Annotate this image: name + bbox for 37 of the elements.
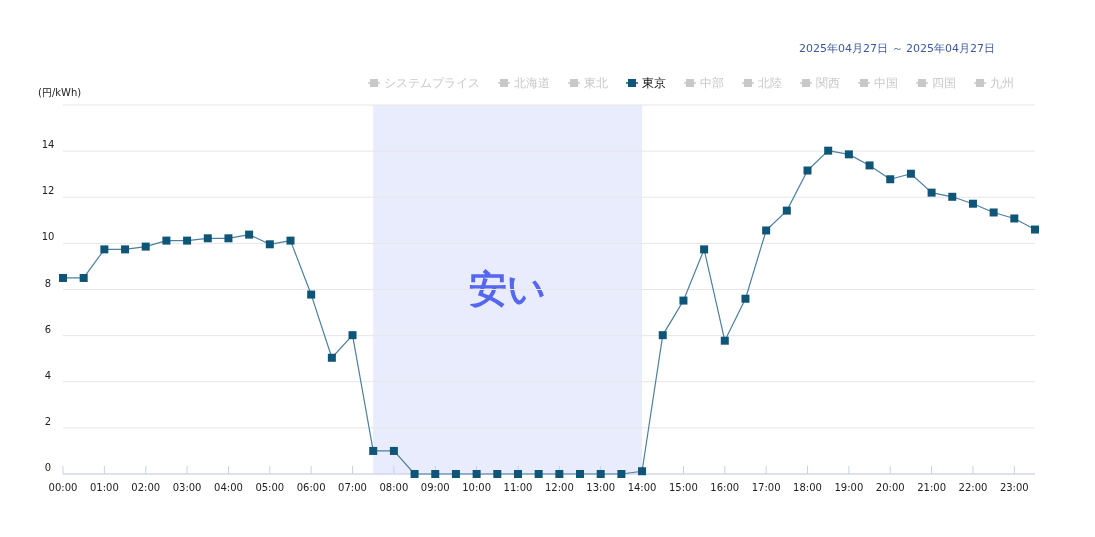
x-tick-label: 17:00 [751, 482, 781, 493]
x-tick-label: 05:00 [255, 482, 285, 493]
x-tick-label: 01:00 [89, 482, 119, 493]
x-tick-label: 03:00 [172, 482, 202, 493]
y-tick-label: 0 [44, 462, 52, 473]
y-tick-label: 2 [44, 415, 52, 427]
y-tick-label: 10 [41, 231, 55, 243]
x-tick-label: 19:00 [834, 482, 864, 493]
y-axis-title: (円/kWh) [38, 87, 82, 98]
x-tick-label: 11:00 [503, 482, 533, 493]
y-tick-label: 14 [41, 139, 55, 151]
x-tick-label: 14:00 [627, 482, 657, 493]
x-tick-label: 02:00 [131, 482, 161, 493]
x-tick-label: 04:00 [214, 482, 243, 493]
x-tick-label: 00:00 [48, 482, 78, 493]
text: 2025年04月27日 ～ 2025年04月27日 [799, 42, 995, 55]
x-tick-label: 23:00 [999, 482, 1029, 493]
x-tick-label: 15:00 [669, 482, 698, 493]
y-tick-label: 8 [44, 277, 52, 289]
x-tick-label: 08:00 [379, 482, 409, 493]
x-tick-label: 06:00 [296, 482, 326, 493]
y-tick-label: 4 [44, 369, 52, 381]
x-tick-label: 21:00 [917, 482, 947, 493]
x-tick-label: 13:00 [586, 482, 616, 493]
y-tick-label: 12 [41, 185, 55, 197]
x-tick-label: 18:00 [793, 482, 822, 493]
x-tick-label: 12:00 [544, 482, 574, 493]
x-tick-label: 10:00 [462, 482, 492, 493]
band: 安い [373, 105, 643, 474]
band-label: 安い [469, 266, 547, 311]
y-tick-label: 6 [44, 323, 52, 335]
x-tick-label: 16:00 [710, 482, 740, 493]
x-tick-label: 22:00 [958, 482, 988, 493]
x-tick-label: 09:00 [420, 482, 450, 493]
x-tick-label: 20:00 [875, 482, 905, 493]
legend-label: 東京 [642, 76, 666, 90]
x-tick-label: 07:00 [338, 482, 367, 493]
